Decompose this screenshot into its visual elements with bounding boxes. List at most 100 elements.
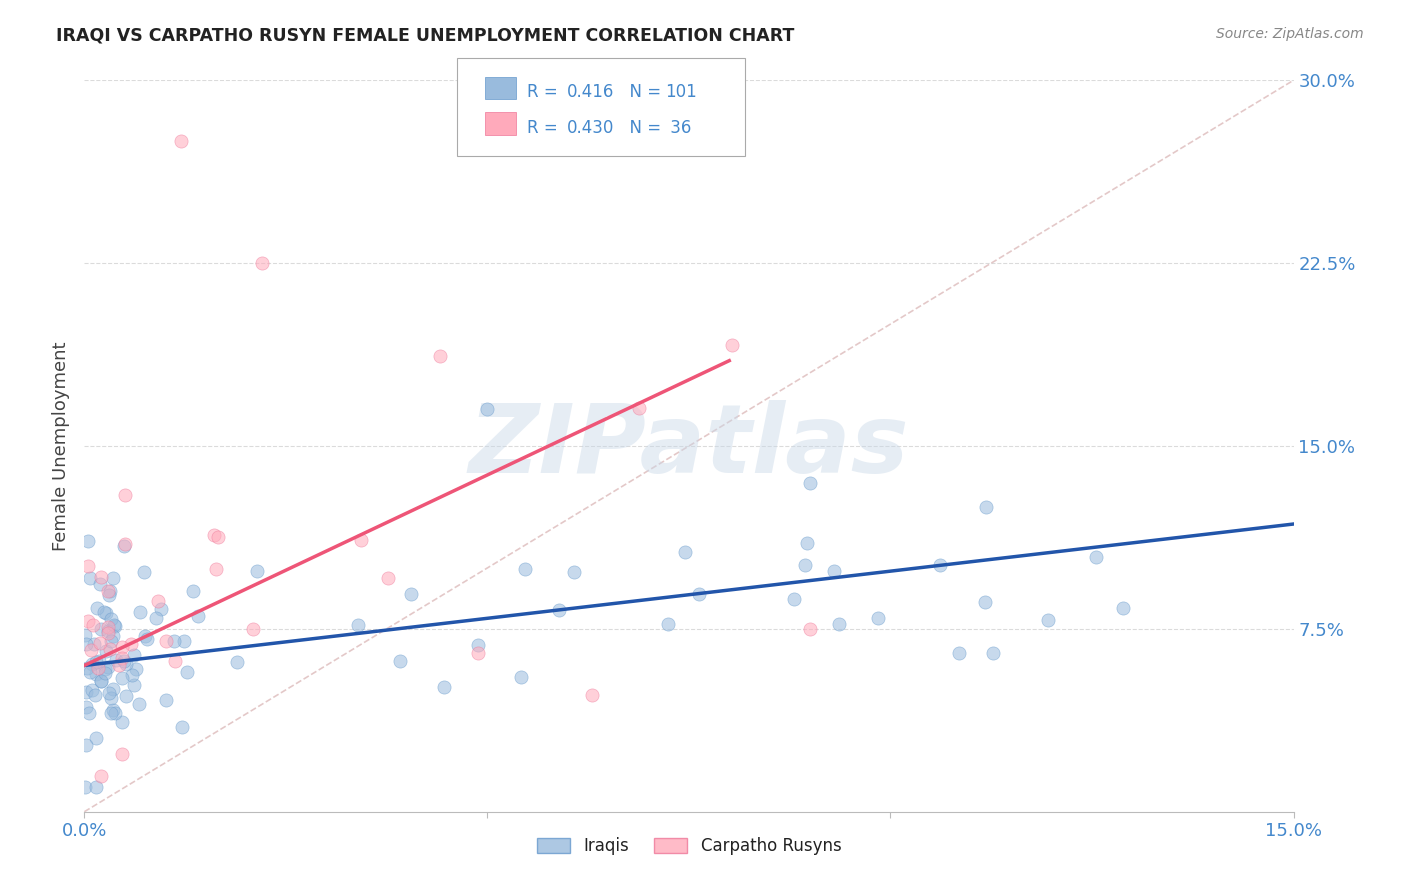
Text: 0.416: 0.416	[567, 83, 614, 101]
Point	[204, 562, 226, 576]
Point	[94, 666, 117, 681]
Point	[721, 338, 744, 352]
Point	[128, 697, 150, 711]
Point	[688, 587, 710, 601]
Point	[510, 670, 533, 684]
Text: 101: 101	[665, 83, 697, 101]
Point	[79, 665, 101, 679]
Point	[828, 617, 851, 632]
Text: R =: R =	[527, 83, 564, 101]
Point	[79, 571, 101, 585]
Point	[77, 614, 100, 628]
Y-axis label: Female Unemployment: Female Unemployment	[52, 342, 70, 550]
Point	[104, 619, 127, 633]
Point	[110, 715, 132, 730]
Text: 36: 36	[665, 119, 692, 136]
Point	[82, 682, 104, 697]
Point	[799, 475, 821, 490]
Point	[350, 533, 373, 548]
Point	[928, 558, 950, 572]
Text: 0.430: 0.430	[567, 119, 614, 136]
Point	[170, 134, 193, 148]
Point	[562, 565, 585, 579]
Text: R =: R =	[527, 119, 564, 136]
Point	[84, 780, 107, 795]
Text: Source: ZipAtlas.com: Source: ZipAtlas.com	[1216, 27, 1364, 41]
Point	[796, 536, 818, 550]
Point	[112, 539, 135, 553]
Text: N =: N =	[619, 83, 666, 101]
Point	[114, 536, 136, 550]
Point	[1036, 613, 1059, 627]
Legend: Iraqis, Carpatho Rusyns: Iraqis, Carpatho Rusyns	[530, 830, 848, 862]
Point	[657, 617, 679, 632]
Point	[77, 533, 100, 548]
Point	[477, 402, 499, 417]
Point	[145, 610, 167, 624]
Point	[155, 634, 177, 648]
Point	[868, 611, 890, 625]
Point	[84, 656, 107, 670]
Point	[467, 646, 489, 660]
Point	[89, 576, 111, 591]
Point	[121, 668, 143, 682]
Text: N =: N =	[619, 119, 666, 136]
Point	[97, 686, 120, 700]
Point	[114, 657, 136, 672]
Point	[246, 564, 269, 578]
Point	[104, 706, 127, 721]
Point	[122, 678, 145, 692]
Point	[429, 349, 451, 363]
Point	[97, 660, 120, 674]
Point	[793, 558, 815, 572]
Point	[100, 690, 122, 705]
Point	[136, 632, 159, 646]
Point	[96, 584, 118, 599]
Point	[202, 528, 225, 542]
Point	[94, 607, 117, 621]
Point	[1112, 601, 1135, 615]
Point	[97, 626, 120, 640]
Point	[86, 600, 108, 615]
Point	[187, 609, 209, 624]
Point	[114, 488, 136, 502]
Point	[973, 595, 995, 609]
Point	[120, 637, 142, 651]
Point	[974, 500, 997, 515]
Point	[155, 692, 177, 706]
Point	[173, 634, 195, 648]
Point	[100, 634, 122, 648]
Point	[176, 665, 198, 680]
Point	[80, 657, 103, 671]
Point	[399, 587, 422, 601]
Point	[981, 646, 1004, 660]
Point	[75, 739, 97, 753]
Point	[150, 602, 173, 616]
Point	[98, 583, 121, 598]
Point	[134, 629, 156, 643]
Point	[90, 769, 112, 783]
Point	[97, 588, 120, 602]
Point	[90, 569, 112, 583]
Point	[673, 545, 696, 559]
Point	[90, 673, 112, 688]
Point	[83, 689, 105, 703]
Point	[513, 562, 536, 576]
Point	[433, 680, 456, 694]
Point	[82, 618, 104, 632]
Point	[100, 706, 122, 720]
Point	[111, 747, 134, 761]
Point	[84, 731, 107, 745]
Point	[104, 653, 127, 667]
Point	[107, 657, 129, 672]
Point	[548, 603, 571, 617]
Point	[100, 642, 122, 657]
Point	[87, 661, 110, 675]
Point	[122, 648, 145, 662]
Point	[226, 655, 249, 669]
Point	[627, 401, 650, 416]
Point	[146, 593, 169, 607]
Point	[77, 558, 100, 573]
Point	[467, 638, 489, 652]
Point	[101, 571, 124, 585]
